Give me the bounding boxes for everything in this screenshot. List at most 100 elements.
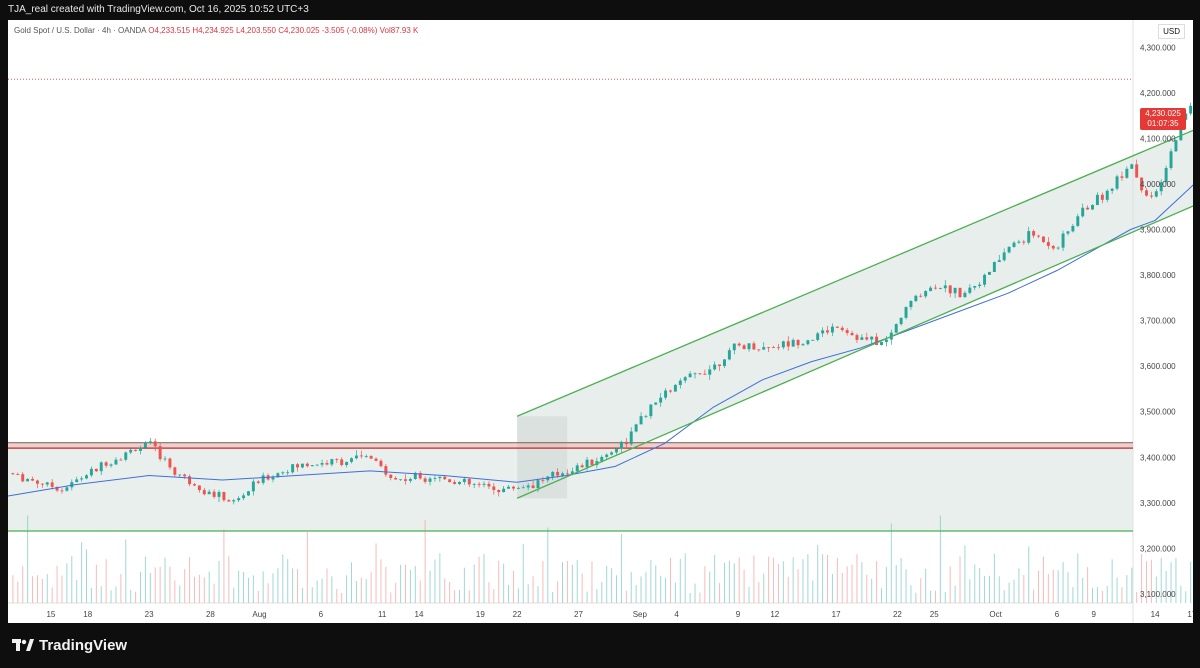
candle-body [590,459,594,466]
candle-body [1056,247,1060,249]
volume-bar [301,588,303,603]
volume-bar [895,565,897,603]
candle-body [35,480,39,484]
volume-bar [517,588,519,603]
x-tick-label: 22 [513,610,522,619]
volume-bar [581,573,583,603]
candle-body [109,464,113,466]
candle-body [659,397,663,403]
candle-body [516,488,520,489]
volume-bar [728,560,730,603]
candle-body [934,287,937,289]
candle-body [1032,231,1036,236]
volume-bar [380,559,382,603]
volume-bar [341,592,343,603]
volume-bar [1180,585,1182,603]
volume-bar [836,557,838,603]
volume-bar [198,574,200,603]
tradingview-logo[interactable]: TradingView [12,637,127,654]
volume-bar [1018,568,1020,603]
candle-body [757,349,761,351]
volume-bar [449,581,451,603]
volume-bar [1175,558,1177,603]
volume-bar [1047,574,1049,603]
channel-lower-line [516,205,1193,499]
price-chart[interactable]: 4,300.000 4,200.000 4,100.000 4,000.000 3,90… [8,20,1193,623]
candle-body [683,377,687,381]
candle-body [619,441,623,449]
volume-bar [552,592,554,603]
volume-bar [1042,556,1044,603]
candle-body [1115,176,1119,189]
candle-body [124,452,128,460]
candle-body [305,463,309,467]
candle-body [786,341,790,347]
candle-body [11,473,15,475]
candle-body [369,456,373,459]
volume-bar [120,573,122,603]
moving-average-line [8,184,1193,497]
candle-body [281,472,285,474]
volume-bar [1096,586,1098,603]
candle-body [1071,225,1075,232]
candle-body [1154,191,1158,197]
high-value: H4,234.925 [192,26,234,35]
x-tick-label: Aug [252,610,266,619]
candle-body [75,479,79,483]
volume-bar [1145,561,1147,603]
volume-bar [920,578,922,603]
candle-body [772,347,776,349]
volume-bar [822,554,824,603]
volume-bar [699,592,701,603]
volume-bar [478,556,480,603]
volume-bar [944,591,946,603]
candle-body [600,456,604,462]
x-tick-label: 6 [1055,610,1060,619]
candle-body [345,461,349,466]
volume-bar [488,582,490,603]
candle-body [875,336,879,345]
volume-bar [375,543,377,603]
candle-body [541,480,545,481]
candle-body [865,337,869,340]
volume-bar [164,557,166,603]
open-value: O4,233.515 [148,26,191,35]
volume-bar [66,563,68,603]
volume-bar [792,557,794,603]
candle-body [806,340,810,345]
chart-frame[interactable]: 4,300.000 4,200.000 4,100.000 4,000.000 3,90… [8,20,1193,623]
candle-body [217,492,221,497]
candle-body [1017,241,1021,243]
volume-bar [1111,559,1113,603]
volume-bar [282,554,284,603]
volume-bar [925,568,927,603]
candle-body [1061,233,1065,248]
candle-body [929,287,933,292]
y-tick-label: 3,200.000 [1140,544,1176,553]
volume-bar [988,575,990,603]
y-tick-label: 3,900.000 [1140,226,1176,235]
volume-bar [144,556,146,603]
volume-bar [365,579,367,603]
volume-bar [684,553,686,603]
candle-body [119,459,123,461]
volume-bar [596,589,598,603]
volume-bar [130,589,132,603]
y-tick-label: 3,800.000 [1140,271,1176,280]
volume-bar [512,570,514,603]
volume-bar [856,554,858,603]
currency-button[interactable]: USD [1158,24,1185,39]
volume-bar [105,559,107,603]
candle-body [811,339,815,341]
volume-bar [95,564,97,603]
last-price-value: 4,230.025 [1145,109,1181,118]
volume-bar [576,560,578,603]
x-tick-label: 11 [378,610,387,619]
volume-bar [277,568,279,603]
volume-bar [606,565,608,603]
footer-bar: TradingView [0,625,1200,668]
volume-bar [532,576,534,603]
volume-bar [233,587,235,603]
candle-body [232,500,236,502]
volume-bar [562,562,564,603]
